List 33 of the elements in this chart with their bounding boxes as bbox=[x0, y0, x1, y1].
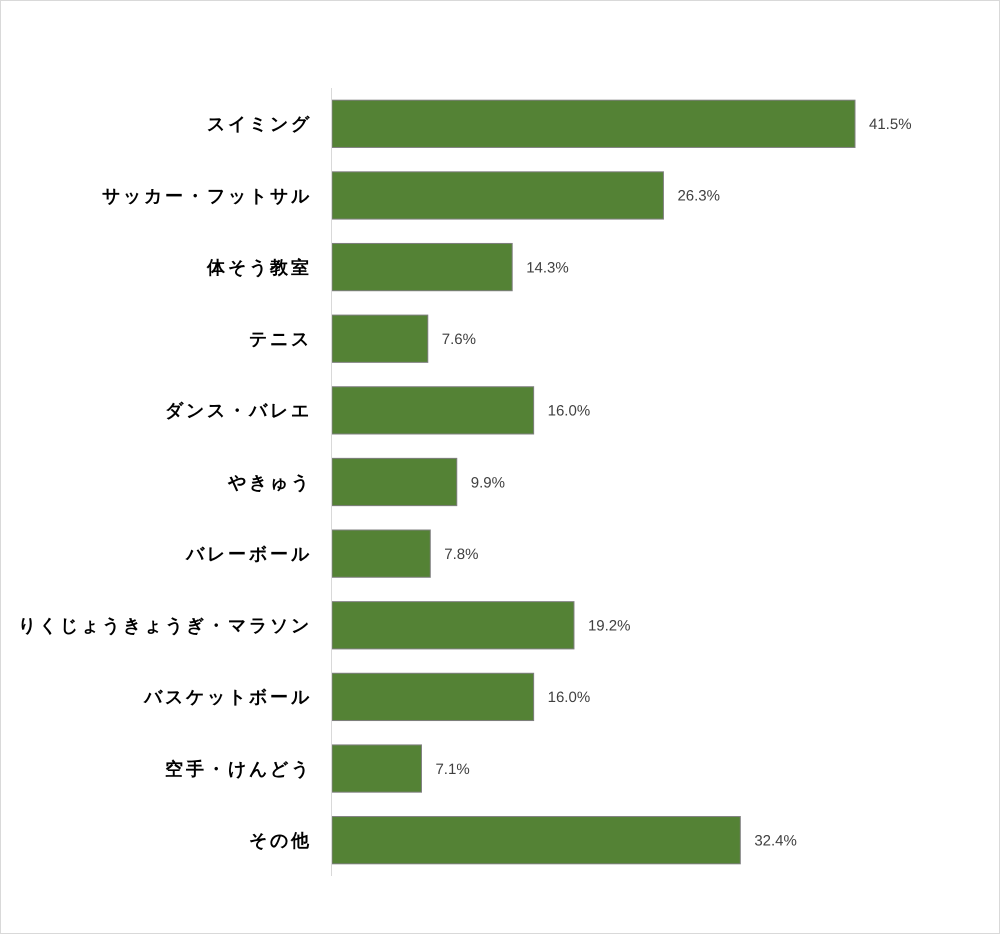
bar bbox=[332, 672, 534, 722]
y-tick-label: サッカー・フットサル bbox=[102, 186, 312, 207]
y-tick-label: テニス bbox=[249, 329, 312, 350]
bar bbox=[332, 171, 664, 220]
data-label: 16.0% bbox=[548, 402, 590, 420]
data-label: 32.4% bbox=[754, 832, 797, 850]
data-label: 41.5% bbox=[869, 116, 912, 134]
y-tick-label: バスケットボール bbox=[143, 687, 312, 708]
y-tick-label: その他 bbox=[249, 830, 312, 852]
data-label: 16.0% bbox=[548, 689, 590, 706]
data-label: 19.2% bbox=[588, 618, 631, 635]
bar bbox=[332, 816, 741, 864]
bar bbox=[332, 529, 431, 578]
y-tick-label: やきゅう bbox=[227, 472, 312, 494]
bar bbox=[332, 242, 513, 292]
bar bbox=[332, 100, 856, 148]
data-label: 7.1% bbox=[435, 760, 470, 778]
y-tick-label: スイミング bbox=[207, 114, 312, 136]
bar bbox=[332, 314, 428, 363]
y-tick-label: りくじょうきょうぎ・マラソン bbox=[18, 616, 312, 637]
data-label: 26.3% bbox=[677, 188, 720, 205]
bar bbox=[332, 744, 422, 793]
data-label: 9.9% bbox=[470, 474, 505, 492]
y-tick-label: バレーボール bbox=[185, 544, 312, 565]
data-label: 14.3% bbox=[526, 259, 569, 276]
data-label: 7.8% bbox=[444, 546, 478, 563]
bar bbox=[332, 458, 458, 506]
y-tick-label: 空手・けんどう bbox=[165, 758, 312, 780]
bar bbox=[332, 386, 534, 435]
data-label: 7.6% bbox=[442, 330, 476, 348]
bar bbox=[332, 601, 574, 650]
y-tick-label: 体そう教室 bbox=[206, 257, 312, 278]
y-tick-label: ダンス・バレエ bbox=[165, 400, 312, 422]
